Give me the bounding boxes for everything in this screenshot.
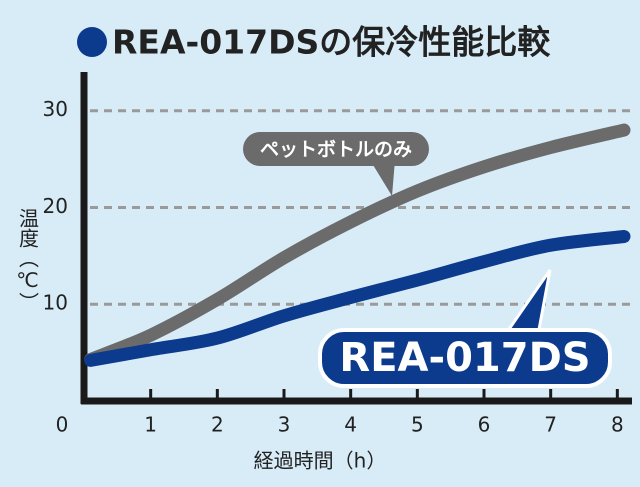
y-tick-label: 10 <box>43 291 68 315</box>
y-tick-label: 20 <box>43 194 68 218</box>
callout-pointer <box>370 160 395 196</box>
x-tick-label: 0 <box>56 413 69 437</box>
y-axis-label: 温度（℃） <box>16 208 40 312</box>
x-tick-label: 8 <box>611 413 624 437</box>
series-label: REA-017DS <box>339 335 590 381</box>
series-label: ペットボトルのみ <box>260 139 412 161</box>
x-tick-label: 3 <box>278 413 291 437</box>
x-axis-label: 経過時間（h） <box>254 449 387 473</box>
series-line <box>84 123 631 366</box>
x-tick-label: 4 <box>344 413 357 437</box>
series-line <box>84 230 631 367</box>
x-tick-label: 2 <box>211 413 224 437</box>
callout-box <box>243 132 429 166</box>
x-tick-label: 5 <box>411 413 424 437</box>
x-tick-label: 6 <box>478 413 491 437</box>
callout-box <box>318 328 612 388</box>
x-tick-label: 1 <box>144 413 157 437</box>
chart-title: REA-017DSの保冷性能比較 <box>112 23 551 62</box>
x-tick-label: 7 <box>544 413 557 437</box>
y-tick-label: 30 <box>43 97 68 121</box>
title-bullet <box>77 27 107 57</box>
